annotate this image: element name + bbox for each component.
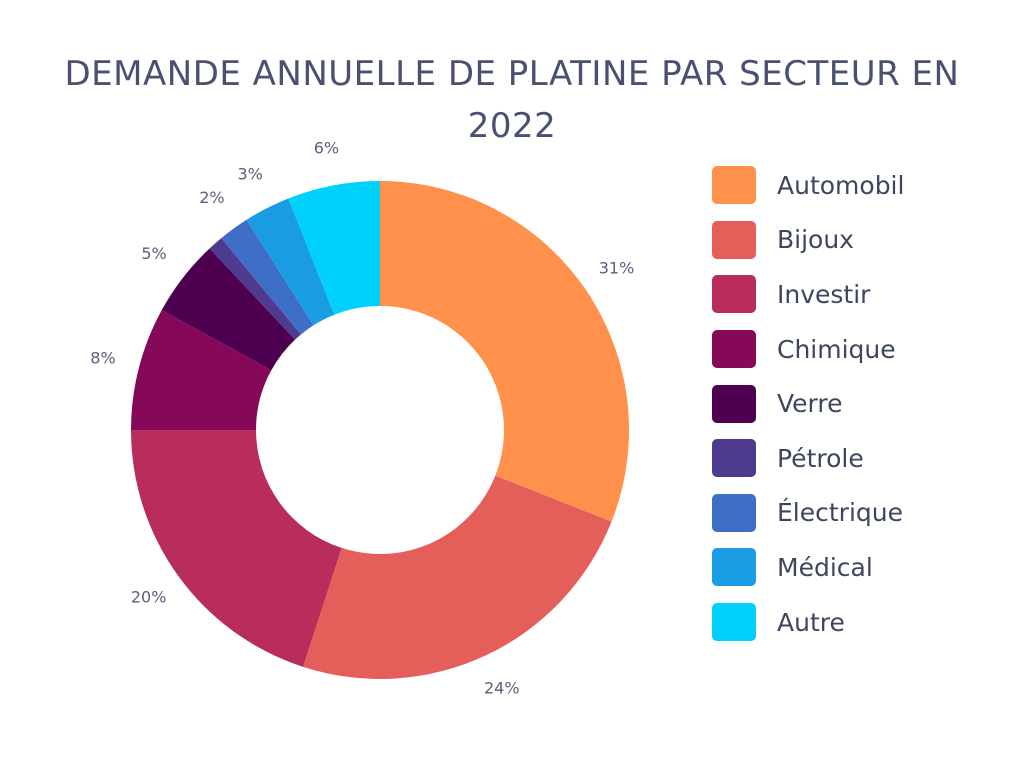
legend-item: Verre: [712, 376, 1012, 431]
legend-swatch: [712, 439, 756, 478]
legend-item: Chimique: [712, 322, 1012, 377]
slice-label-6: 2%: [199, 188, 224, 207]
legend-label: Chimique: [777, 334, 896, 364]
legend-label: Investir: [777, 279, 871, 309]
slice-0: [380, 181, 630, 522]
slice-label-2: 20%: [131, 588, 167, 607]
slice-label-1: 24%: [484, 678, 520, 697]
legend-item: Autre: [712, 595, 1012, 650]
legend-item: Électrique: [712, 486, 1012, 541]
slice-label-8: 6%: [314, 139, 339, 158]
legend-label: Médical: [777, 552, 873, 582]
slice-8: [288, 181, 380, 315]
slice-label-4: 5%: [141, 244, 166, 263]
legend-label: Bijoux: [777, 225, 854, 255]
legend-swatch: [712, 275, 756, 314]
legend-label: Pétrole: [777, 443, 864, 473]
slice-4: [161, 248, 296, 371]
legend-label: Autre: [777, 607, 845, 637]
slice-1: [303, 475, 612, 679]
legend-item: Pétrole: [712, 431, 1012, 486]
slice-6: [221, 219, 314, 335]
legend-item: Automobil: [712, 158, 1012, 213]
chart-title: DEMANDE ANNUELLE DE PLATINE PAR SECTEUR …: [64, 54, 960, 146]
legend-swatch: [712, 603, 756, 642]
slice-3: [131, 310, 272, 430]
legend-swatch: [712, 166, 756, 205]
legend-swatch: [712, 548, 756, 587]
legend-item: Médical: [712, 540, 1012, 595]
legend-swatch: [712, 493, 756, 532]
legend-item: Bijoux: [712, 213, 1012, 268]
legend-label: Verre: [777, 389, 843, 419]
legend-swatch: [712, 220, 756, 259]
legend-swatch: [712, 330, 756, 369]
legend-label: Électrique: [777, 498, 903, 528]
legend: Automobil Bijoux Investir Chimique Verre Pétr…: [712, 158, 1012, 649]
slice-label-0: 31%: [599, 259, 635, 278]
slice-2: [131, 430, 342, 667]
slice-5: [209, 238, 301, 340]
slice-label-7: 3%: [237, 165, 262, 184]
legend-swatch: [712, 384, 756, 423]
legend-item: Investir: [712, 267, 1012, 322]
slice-label-3: 8%: [90, 348, 115, 367]
slice-7: [246, 198, 335, 326]
legend-label: Automobil: [777, 170, 905, 200]
